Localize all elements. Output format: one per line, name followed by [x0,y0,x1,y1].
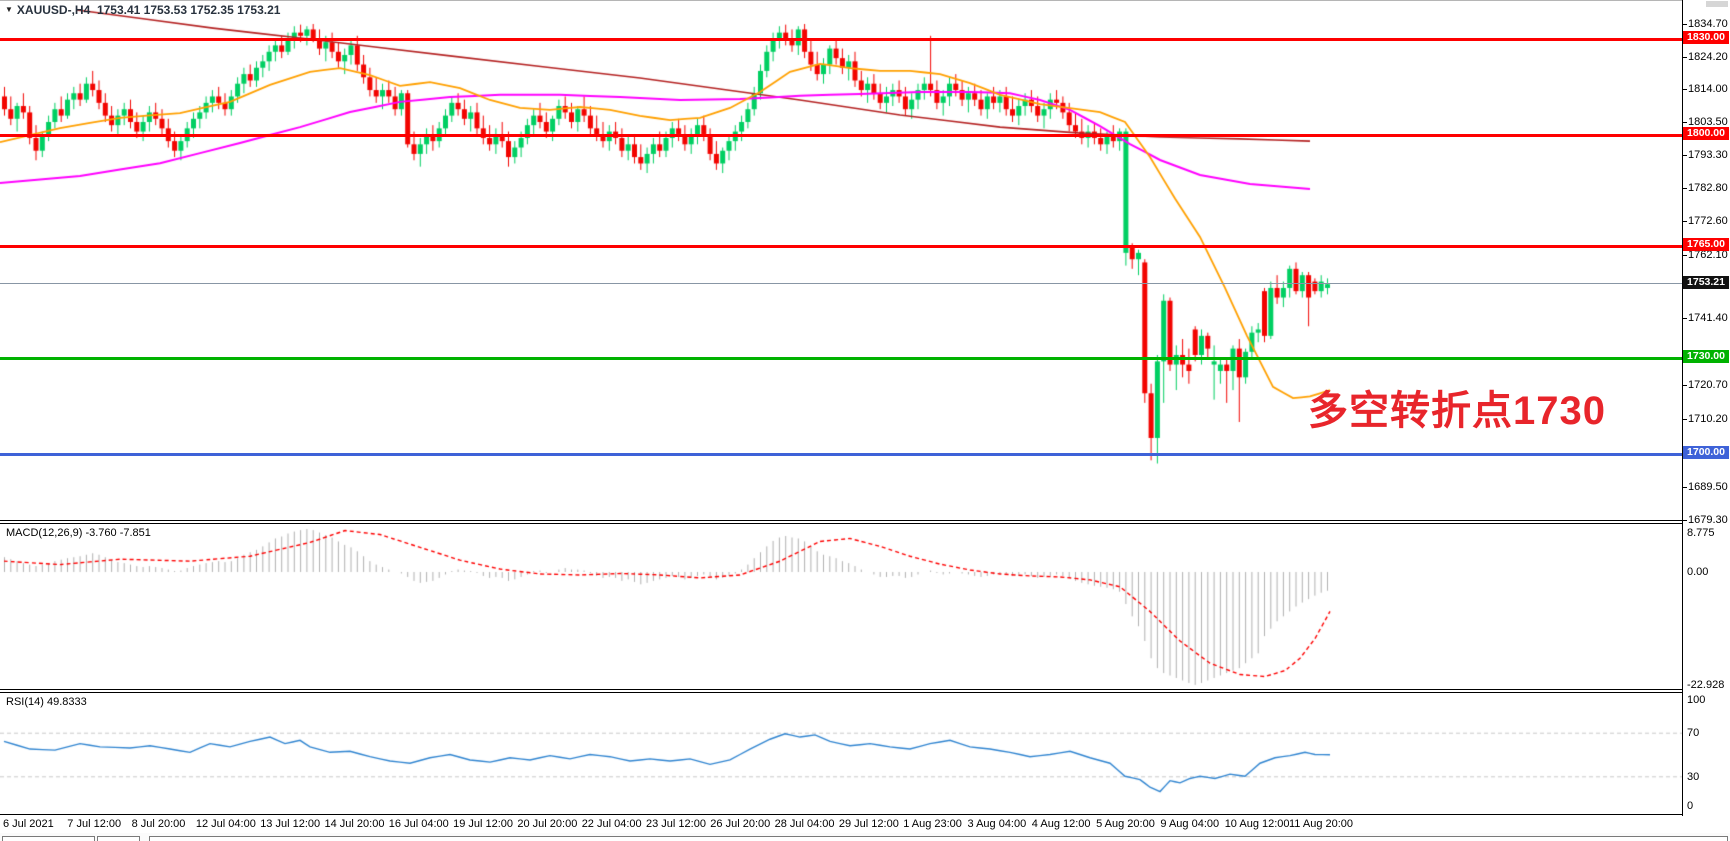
price-tag-1830.00: 1830.00 [1683,31,1729,44]
main-price-panel[interactable] [0,0,1682,521]
price-axis-label: 1782.80 [1688,182,1728,194]
hline-current-price-1753[interactable] [0,283,1682,284]
time-axis-label: 8 Jul 20:00 [131,818,186,830]
hline-pivot-1730[interactable] [0,357,1682,360]
macd-scale-label: 8.775 [1687,527,1715,539]
pivot-annotation-text[interactable]: 多空转折点1730 [1308,389,1606,433]
price-axis-label: 1772.60 [1688,215,1728,227]
rsi-panel[interactable] [0,692,1682,815]
time-axis-label: 6 Jul 2021 [3,818,54,830]
scrollbar-nub[interactable] [1706,1,1728,7]
time-axis-label: 1 Aug 23:00 [903,818,962,830]
price-axis-label: 1814.00 [1688,83,1728,95]
rsi-scale-label: 70 [1687,727,1700,739]
price-axis-label: 1824.20 [1688,51,1728,63]
rsi-indicator-label: RSI(14) 49.8333 [6,696,87,708]
price-axis-label: 1720.70 [1688,379,1728,391]
chevron-down-icon[interactable]: ▼ [5,5,13,14]
price-axis-label: 1741.40 [1688,312,1728,324]
price-axis-tick [1682,188,1687,189]
time-axis-label: 23 Jul 12:00 [646,818,706,830]
macd-panel[interactable] [0,523,1682,690]
chart-tab-1[interactable] [97,836,140,841]
time-axis-label: 7 Jul 12:00 [67,818,122,830]
time-axis-label: 22 Jul 04:00 [581,818,642,830]
price-axis-tick [1682,122,1687,123]
price-axis-tick [1682,318,1687,319]
rsi-scale-label: 100 [1687,694,1706,706]
chart-tab-0[interactable] [2,836,95,841]
price-axis-label: 1762.10 [1688,249,1728,261]
hline-resistance-1765[interactable] [0,245,1682,248]
price-axis-label: 1793.30 [1688,149,1728,161]
price-axis-tick [1682,419,1687,420]
hline-resistance-1830[interactable] [0,38,1682,41]
price-axis-tick [1682,520,1687,521]
macd-indicator-label: MACD(12,26,9) -3.760 -7.851 [6,527,151,539]
hline-resistance-1800[interactable] [0,134,1682,137]
time-axis-label: 14 Jul 20:00 [324,818,385,830]
price-axis-label: 1803.50 [1688,116,1728,128]
time-axis-label: 19 Jul 12:00 [453,818,514,830]
price-axis-line [1682,0,1683,816]
time-axis-label: 13 Jul 12:00 [260,818,321,830]
time-axis-label: 10 Aug 12:00 [1224,818,1290,830]
time-axis-label: 12 Jul 04:00 [195,818,256,830]
rsi-scale-label: 30 [1687,771,1700,783]
time-axis-label: 26 Jul 20:00 [710,818,771,830]
price-tag-1700.00: 1700.00 [1683,446,1729,459]
time-axis-label: 9 Aug 04:00 [1160,818,1220,830]
price-axis-label: 1710.20 [1688,413,1728,425]
time-axis-label: 20 Jul 20:00 [517,818,578,830]
price-axis-label: 1834.70 [1688,18,1728,30]
price-axis-label: 1679.30 [1688,514,1728,526]
chart-tab-2[interactable] [149,836,1728,841]
time-axis-label: 3 Aug 04:00 [967,818,1027,830]
macd-scale-label: 0.00 [1687,566,1709,578]
price-axis-label: 1689.50 [1688,481,1728,493]
time-axis-label: 4 Aug 12:00 [1031,818,1091,830]
time-axis-label: 16 Jul 04:00 [388,818,449,830]
price-tag-1730.00: 1730.00 [1683,350,1729,363]
price-axis-tick [1682,57,1687,58]
symbol-ohlc-header: ▼ XAUUSD-,H4 1753.41 1753.53 1752.35 1753… [5,3,280,17]
rsi-scale-label: 0 [1687,800,1694,812]
price-axis-tick [1682,385,1687,386]
bottom-tab-strip [0,833,1730,841]
ohlc-values: 1753.41 1753.53 1752.35 1753.21 [96,3,281,17]
hline-support-1700[interactable] [0,453,1682,456]
price-tag-1800.00: 1800.00 [1683,127,1729,140]
price-axis-tick [1682,221,1687,222]
price-axis-tick [1682,155,1687,156]
price-tag-1753.21: 1753.21 [1683,276,1729,289]
price-axis-tick [1682,89,1687,90]
symbol-label: XAUUSD-,H4 [16,3,91,17]
time-axis-label: 11 Aug 20:00 [1289,818,1354,830]
macd-scale-label: -22.928 [1687,679,1725,691]
price-axis-tick [1682,24,1687,25]
time-axis[interactable]: 6 Jul 2021 7 Jul 12:00 8 Jul 20:00 12 Jul 0… [0,818,1682,833]
price-axis-tick [1682,487,1687,488]
time-axis-label: 5 Aug 20:00 [1096,818,1155,830]
time-axis-label: 29 Jul 12:00 [838,818,899,830]
time-axis-label: 28 Jul 04:00 [774,818,835,830]
price-axis-tick [1682,255,1687,256]
price-tag-1765.00: 1765.00 [1683,238,1729,251]
